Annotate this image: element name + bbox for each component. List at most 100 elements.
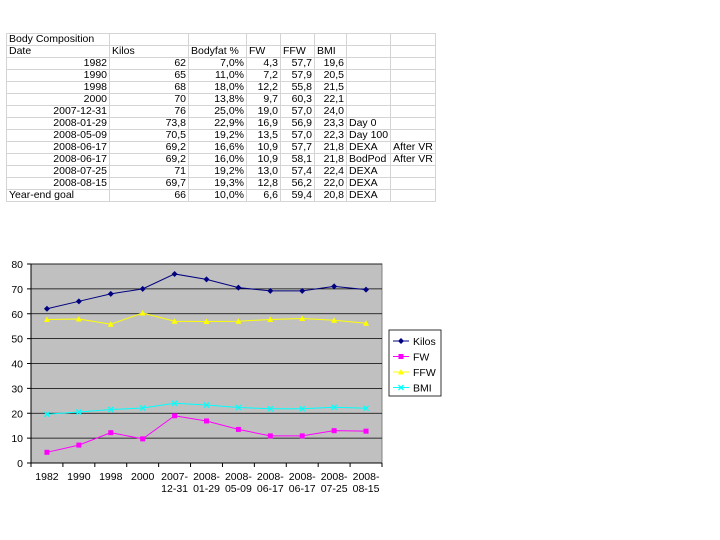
data-point-kilos [331, 283, 338, 290]
data-point-ffw [331, 317, 338, 323]
y-tick-label: 70 [11, 284, 23, 296]
table-cell: 22,4 [314, 165, 347, 178]
table-cell: BodPod [345, 153, 392, 166]
table-cell: 12,2 [246, 81, 281, 94]
table-cell: 19,0 [246, 105, 281, 118]
table-cell: 76 [109, 105, 189, 118]
table-cell: 16,9 [246, 117, 281, 130]
table-cell: 19,3% [188, 177, 247, 190]
x-tick-label: 2008-05-09 [225, 471, 252, 495]
table-cell: 57,4 [280, 165, 315, 178]
data-point-ffw [363, 320, 370, 326]
data-point-fw [204, 418, 209, 424]
data-point-fw [363, 428, 369, 434]
table-cell: 22,0 [314, 177, 347, 190]
legend-marker-bmi [398, 384, 404, 391]
table-cell [390, 189, 436, 202]
table-cell: Body Composition [6, 33, 110, 46]
y-tick-label: 50 [11, 334, 23, 346]
table-cell [390, 177, 436, 190]
table-cell: 1990 [6, 69, 110, 82]
table-cell: BMI [314, 45, 347, 58]
data-point-bmi [43, 411, 50, 418]
table-cell: 19,6 [314, 57, 347, 70]
data-point-kilos [75, 298, 82, 305]
data-point-bmi [107, 406, 114, 413]
table-cell: 2008-08-15 [6, 177, 110, 190]
data-point-ffw [75, 315, 82, 322]
table-cell: 10,9 [246, 141, 281, 154]
table-cell: 70,5 [109, 129, 189, 142]
table-cell: FFW [280, 45, 315, 58]
x-tick-label: 2008-06-17 [257, 471, 284, 495]
table-cell: 55,8 [280, 81, 315, 94]
data-point-bmi [139, 405, 146, 411]
table-cell [345, 69, 392, 82]
table-cell [345, 45, 392, 58]
data-point-fw [267, 433, 273, 439]
table-cell: 9,7 [246, 93, 281, 106]
table-cell: 70 [109, 93, 189, 106]
legend-label-fw: FW [413, 352, 429, 364]
table-cell: 25,0% [188, 105, 247, 118]
data-point-ffw [43, 316, 50, 322]
table-cell: 13,8% [188, 93, 247, 106]
data-point-bmi [331, 404, 338, 411]
x-tick-label: 2008-08-15 [353, 471, 380, 495]
table-cell: DEXA [345, 165, 392, 178]
table-cell: 60,3 [280, 93, 315, 106]
table-cell: 7,2 [246, 69, 281, 82]
table-cell: 13,0 [246, 165, 281, 178]
data-point-kilos [203, 276, 210, 283]
data-point-bmi [363, 405, 370, 412]
data-point-ffw [299, 315, 306, 321]
table-cell [390, 81, 436, 94]
y-tick-label: 80 [11, 259, 23, 271]
x-tick-label: 2008-01-29 [193, 471, 220, 495]
data-point-ffw [267, 316, 274, 322]
table-cell: 62 [109, 57, 189, 70]
table-row: 1998 68 18,0% 12,2 55,8 21,5 [6, 81, 436, 94]
table-cell [390, 33, 436, 46]
table-cell: 22,3 [314, 129, 347, 142]
table-cell [345, 57, 392, 70]
table-cell: 69,2 [109, 141, 189, 154]
table-cell: After VR [390, 141, 436, 154]
table-cell: 10,0% [188, 189, 247, 202]
table-cell [314, 33, 347, 46]
y-tick-label: 40 [11, 359, 23, 371]
table-cell [390, 129, 436, 142]
table-cell: 58,1 [280, 153, 315, 166]
chart-legend: Kilos FW FFW BMI [388, 329, 442, 397]
table-row: 2008-06-17 69,2 16,6% 10,9 57,7 21,8 DEXA After… [6, 141, 436, 154]
data-point-fw [108, 430, 114, 436]
table-cell: 69,7 [109, 177, 189, 190]
x-tick-label: 2008-07-25 [321, 471, 348, 495]
table-cell: 2008-06-17 [6, 153, 110, 166]
table-cell: 2008-06-17 [6, 141, 110, 154]
data-point-fw [172, 413, 178, 419]
table-cell: 66 [109, 189, 189, 202]
data-point-kilos [235, 284, 242, 291]
table-cell: 16,0% [188, 153, 247, 166]
x-tick-label: 1998 [99, 471, 123, 483]
table-cell: 56,2 [280, 177, 315, 190]
data-point-ffw [235, 318, 242, 324]
table-cell [109, 33, 189, 46]
table-cell: 16,6% [188, 141, 247, 154]
table-cell: 20,8 [314, 189, 347, 202]
table-cell: 11,0% [188, 69, 247, 82]
data-point-fw [235, 426, 241, 432]
table-cell: 7,0% [188, 57, 247, 70]
data-point-fw [76, 442, 82, 448]
table-row: 2008-01-29 73,8 22,9% 16,9 56,9 23,3 Day 0 [6, 117, 436, 130]
data-point-ffw [203, 318, 210, 324]
table-cell: 69,2 [109, 153, 189, 166]
table-cell [390, 57, 436, 70]
data-point-bmi [235, 404, 242, 411]
table-cell [280, 33, 315, 46]
x-tick-label: 2007-12-31 [161, 471, 188, 495]
table-cell: 59,4 [280, 189, 315, 202]
table-cell [345, 105, 392, 118]
table-cell: 18,0% [188, 81, 247, 94]
